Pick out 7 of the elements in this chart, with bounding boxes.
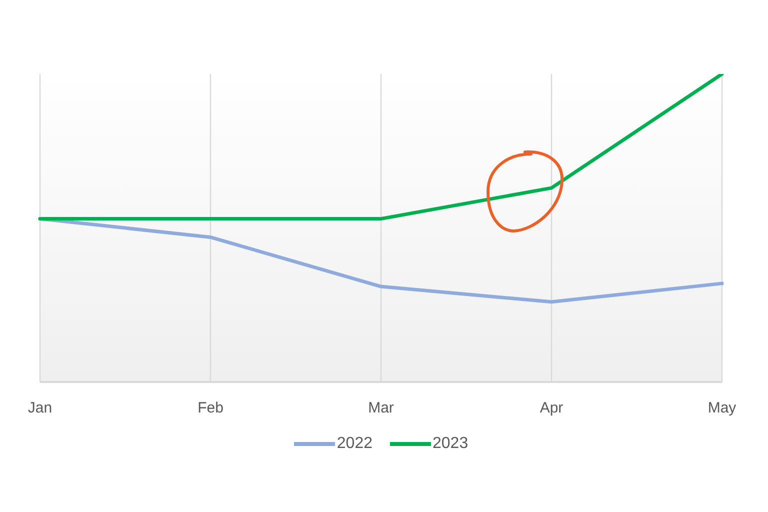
x-tick-label: May <box>708 400 737 417</box>
x-tick-label: Mar <box>368 400 394 417</box>
x-tick-label: Apr <box>540 400 564 417</box>
x-tick-label: Jan <box>28 400 52 417</box>
legend-label: 2022 <box>336 435 372 453</box>
x-tick-label: Feb <box>198 400 224 417</box>
legend-label: 2023 <box>432 435 468 453</box>
